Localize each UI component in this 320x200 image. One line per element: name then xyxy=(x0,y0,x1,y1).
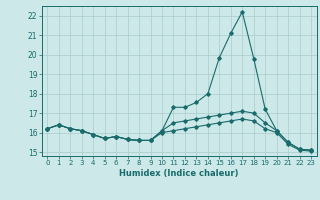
X-axis label: Humidex (Indice chaleur): Humidex (Indice chaleur) xyxy=(119,169,239,178)
